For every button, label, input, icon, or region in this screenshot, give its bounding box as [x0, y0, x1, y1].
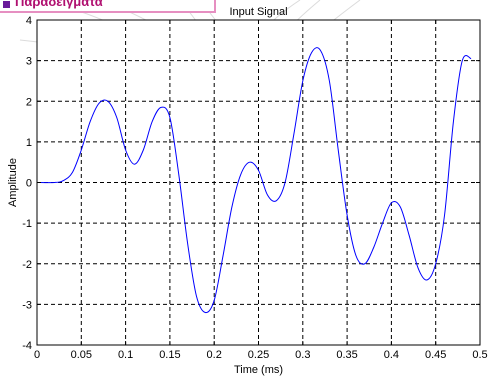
x-tick-label: 0.15 [159, 349, 180, 361]
y-tick-label: -1 [22, 218, 32, 230]
series-line [36, 47, 472, 314]
y-tick-label: 0 [26, 178, 32, 190]
x-tick-label: 0.05 [71, 349, 92, 361]
y-tick-label: 3 [26, 56, 32, 68]
chart-title: Input Signal [229, 6, 287, 18]
x-tick-label: 0.25 [248, 349, 269, 361]
header-banner: Παραδείγματα [0, 0, 216, 13]
y-tick-label: 4 [26, 15, 32, 27]
y-tick-label: -4 [22, 340, 32, 352]
x-tick-label: 0.1 [118, 349, 133, 361]
x-tick-label: 0 [34, 349, 40, 361]
x-tick-label: 0.4 [384, 349, 399, 361]
y-tick-label: 2 [26, 96, 32, 108]
y-axis-label: Amplitude [7, 158, 19, 207]
x-tick-label: 0.45 [425, 349, 446, 361]
x-tick-label: 0.5 [472, 349, 487, 361]
banner-bullet-icon [3, 1, 10, 8]
y-tick-label: 1 [26, 137, 32, 149]
y-tick-label: -3 [22, 299, 32, 311]
x-axis-label: Time (ms) [234, 364, 283, 376]
y-tick-label: -2 [22, 259, 32, 271]
x-tick-label: 0.35 [336, 349, 357, 361]
x-tick-label: 0.3 [295, 349, 310, 361]
banner-title: Παραδείγματα [15, 0, 103, 9]
x-tick-label: 0.2 [207, 349, 222, 361]
